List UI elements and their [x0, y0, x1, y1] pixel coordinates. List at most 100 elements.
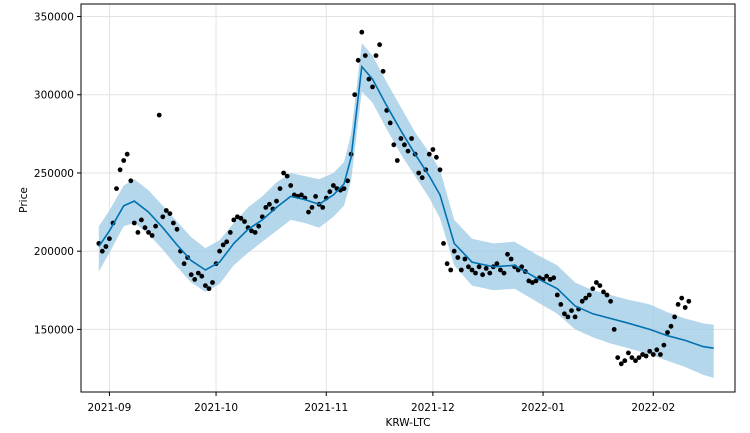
observed-point — [668, 323, 674, 329]
observed-point — [601, 289, 606, 295]
observed-point — [160, 214, 166, 220]
y-tick-label: 200000 — [34, 246, 74, 258]
y-axis-label: Price — [18, 187, 30, 213]
observed-point — [615, 355, 621, 360]
observed-point — [633, 358, 638, 364]
observed-point — [156, 112, 162, 118]
observed-point — [220, 242, 226, 248]
observed-point — [320, 205, 326, 210]
observed-point — [99, 248, 105, 254]
observed-point — [242, 219, 247, 224]
observed-point — [526, 278, 532, 284]
observed-point — [263, 205, 269, 210]
observed-point — [483, 266, 489, 271]
observed-point — [167, 211, 173, 217]
observed-point — [149, 233, 155, 238]
uncertainty-band — [98, 43, 714, 378]
x-axis-ticks: 2021-09 2021-10 2021-11 2021-12 2022-01 2022-… — [87, 392, 675, 414]
observed-point — [394, 158, 400, 163]
y-tick-label: 350000 — [34, 12, 74, 24]
observed-point — [370, 84, 375, 90]
observed-point — [398, 136, 404, 141]
forecast-line — [98, 64, 714, 349]
observed-point — [604, 292, 610, 298]
observed-point — [636, 355, 642, 360]
observed-point — [327, 189, 333, 195]
observed-point — [462, 256, 468, 262]
observed-point — [554, 292, 560, 298]
observed-point — [533, 278, 539, 284]
observed-point — [331, 183, 336, 188]
observed-point — [476, 264, 482, 270]
observed-point — [629, 355, 635, 360]
observed-point — [352, 92, 358, 98]
observed-point — [249, 228, 255, 234]
observed-point — [405, 148, 411, 154]
observed-point — [647, 348, 653, 354]
observed-point — [284, 173, 290, 179]
observed-point — [583, 295, 589, 301]
observed-point — [281, 170, 286, 176]
x-axis-label: KRW-LTC — [385, 417, 430, 429]
observed-point — [544, 273, 549, 279]
observed-point — [650, 352, 656, 357]
observed-point — [238, 215, 244, 221]
observed-point — [658, 352, 663, 357]
observed-point — [434, 154, 439, 160]
x-tick-label: 2022-02 — [631, 402, 675, 414]
x-tick-label: 2021-09 — [87, 402, 131, 414]
observed-point — [391, 142, 397, 148]
observed-point — [345, 178, 350, 184]
observed-point — [203, 283, 208, 288]
observed-point — [274, 198, 279, 204]
observed-point — [455, 255, 461, 260]
observed-point — [597, 283, 603, 288]
observed-point — [146, 230, 151, 235]
observed-point — [487, 270, 493, 276]
x-tick-label: 2021-12 — [411, 402, 455, 414]
observed-point — [117, 167, 123, 173]
observed-point — [419, 175, 425, 181]
observed-point — [416, 170, 422, 176]
observed-point — [498, 267, 503, 273]
observed-point — [341, 186, 347, 192]
observed-point — [530, 280, 535, 285]
observed-point — [135, 230, 141, 235]
observed-point — [618, 361, 624, 367]
observed-point — [195, 270, 201, 276]
observed-point — [672, 314, 677, 320]
observed-point — [142, 225, 148, 231]
observed-point — [380, 68, 386, 74]
observed-point — [558, 302, 564, 307]
observed-point — [437, 167, 443, 173]
observed-point — [441, 241, 446, 246]
observed-point — [224, 239, 230, 245]
observed-point — [586, 292, 592, 298]
observed-point — [309, 205, 315, 210]
observed-point — [501, 270, 507, 276]
observed-point — [174, 226, 180, 232]
observed-point — [366, 76, 372, 82]
observed-point — [231, 217, 237, 223]
observed-point — [611, 327, 617, 332]
observed-point — [217, 248, 223, 254]
observed-point — [682, 305, 688, 310]
observed-point — [402, 142, 407, 148]
observed-points — [96, 29, 692, 367]
observed-point — [473, 270, 478, 276]
observed-point — [626, 350, 631, 356]
observed-point — [466, 264, 471, 270]
observed-point — [131, 220, 137, 226]
observed-point — [608, 298, 613, 304]
observed-point — [139, 217, 144, 223]
observed-point — [181, 261, 187, 267]
observed-point — [128, 178, 134, 184]
observed-point — [373, 53, 379, 58]
observed-point — [252, 230, 258, 235]
observed-point — [299, 192, 304, 198]
observed-point — [451, 248, 457, 254]
observed-point — [508, 256, 514, 262]
observed-point — [362, 53, 368, 58]
observed-point — [107, 236, 112, 242]
observed-point — [562, 311, 567, 317]
